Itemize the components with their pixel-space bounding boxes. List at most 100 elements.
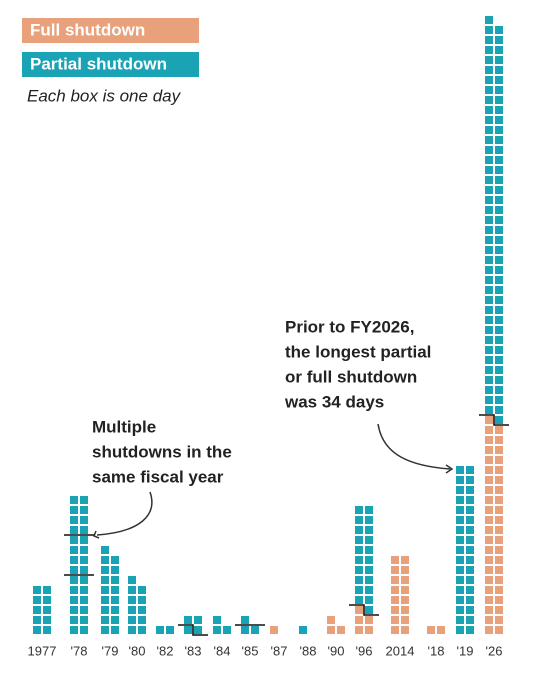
- day-box: [128, 606, 136, 614]
- day-box: [138, 626, 146, 634]
- day-box: [138, 616, 146, 624]
- day-box: [485, 596, 493, 604]
- day-box: [456, 626, 464, 634]
- day-box: [111, 576, 119, 584]
- day-box: [485, 576, 493, 584]
- day-box: [427, 626, 435, 634]
- day-box: [184, 626, 192, 634]
- day-box: [43, 606, 51, 614]
- day-box: [194, 616, 202, 624]
- day-box: [80, 536, 88, 544]
- x-tick-label: 1977: [28, 643, 57, 658]
- day-box: [485, 356, 493, 364]
- day-box: [80, 626, 88, 634]
- day-box: [355, 626, 363, 634]
- day-box: [485, 486, 493, 494]
- day-box: [495, 446, 503, 454]
- day-box: [33, 626, 41, 634]
- day-box: [495, 286, 503, 294]
- day-box: [485, 566, 493, 574]
- day-box: [355, 536, 363, 544]
- day-box: [466, 536, 474, 544]
- shutdown: [355, 506, 373, 614]
- day-box: [485, 126, 493, 134]
- day-box: [466, 506, 474, 514]
- day-box: [495, 456, 503, 464]
- day-box: [70, 626, 78, 634]
- x-tick-label: '18: [428, 643, 445, 658]
- day-box: [391, 626, 399, 634]
- day-box: [251, 626, 259, 634]
- day-box: [495, 136, 503, 144]
- day-box: [101, 546, 109, 554]
- day-box: [391, 586, 399, 594]
- day-box: [456, 586, 464, 594]
- day-box: [495, 106, 503, 114]
- day-box: [456, 486, 464, 494]
- day-box: [485, 296, 493, 304]
- shutdown: [33, 586, 51, 634]
- day-box: [485, 206, 493, 214]
- day-box: [495, 256, 503, 264]
- day-box: [485, 386, 493, 394]
- day-box: [495, 186, 503, 194]
- day-box: [495, 426, 503, 434]
- day-box: [495, 96, 503, 104]
- day-box: [101, 606, 109, 614]
- annotation: Multiple: [92, 417, 156, 436]
- shutdown: [391, 556, 409, 634]
- shutdown: [184, 616, 202, 634]
- day-box: [401, 606, 409, 614]
- x-tick-label: '87: [271, 643, 288, 658]
- day-box: [184, 616, 192, 624]
- day-box: [70, 616, 78, 624]
- day-box: [485, 396, 493, 404]
- day-box: [365, 536, 373, 544]
- shutdown: [355, 606, 373, 634]
- day-box: [466, 576, 474, 584]
- annotation: was 34 days: [284, 392, 384, 411]
- day-box: [495, 266, 503, 274]
- day-box: [485, 86, 493, 94]
- day-box: [485, 336, 493, 344]
- day-box: [495, 586, 503, 594]
- shutdown: [213, 616, 231, 634]
- day-box: [365, 616, 373, 624]
- day-box: [466, 466, 474, 474]
- day-box: [485, 406, 493, 414]
- day-box: [495, 406, 503, 414]
- day-box: [485, 176, 493, 184]
- day-box: [485, 466, 493, 474]
- day-box: [391, 596, 399, 604]
- x-tick-label: '80: [129, 643, 146, 658]
- day-box: [485, 56, 493, 64]
- day-box: [101, 616, 109, 624]
- day-box: [485, 626, 493, 634]
- day-box: [485, 246, 493, 254]
- day-box: [485, 366, 493, 374]
- day-box: [80, 576, 88, 584]
- day-box: [485, 416, 493, 424]
- day-box: [166, 626, 174, 634]
- day-box: [43, 586, 51, 594]
- day-box: [456, 606, 464, 614]
- day-box: [456, 556, 464, 564]
- day-box: [355, 546, 363, 554]
- day-box: [401, 556, 409, 564]
- x-tick-label: '79: [102, 643, 119, 658]
- day-box: [101, 576, 109, 584]
- shutdown: [327, 616, 345, 634]
- day-box: [355, 526, 363, 534]
- day-box: [466, 526, 474, 534]
- day-box: [80, 616, 88, 624]
- day-box: [495, 166, 503, 174]
- shutdown: [241, 616, 249, 624]
- day-box: [485, 96, 493, 104]
- day-box: [485, 526, 493, 534]
- day-box: [495, 306, 503, 314]
- day-box: [485, 276, 493, 284]
- arrow: [96, 491, 153, 536]
- day-box: [485, 536, 493, 544]
- day-box: [456, 546, 464, 554]
- day-box: [223, 626, 231, 634]
